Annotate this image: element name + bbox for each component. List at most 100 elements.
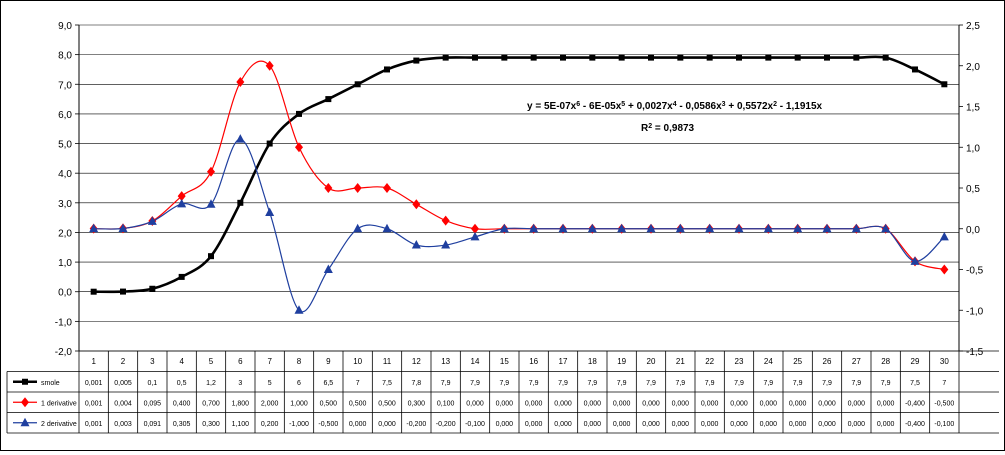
table-cell: 6 bbox=[297, 380, 301, 387]
table-cell: 0,000 bbox=[496, 400, 514, 407]
data-point-2-derivative bbox=[177, 198, 187, 208]
data-point-smole bbox=[325, 96, 332, 103]
table-cell: -0,200 bbox=[436, 421, 456, 428]
table-cell: 1,100 bbox=[232, 421, 250, 428]
table-cell: -0,500 bbox=[934, 400, 954, 407]
category-label: 13 bbox=[441, 357, 450, 366]
table-cell: 0,300 bbox=[408, 400, 426, 407]
data-point-1-derivative bbox=[295, 142, 303, 153]
right-axis-ticks: -1,5 -1,0 -0,5 0,0 0,5 1,0 1,5 2,0 2,5 bbox=[959, 21, 984, 358]
category-label: 29 bbox=[911, 357, 920, 366]
table-cell: 0,000 bbox=[525, 421, 543, 428]
table-cell: 0,000 bbox=[613, 421, 631, 428]
left-tick-label: 0,0 bbox=[58, 288, 72, 299]
table-cell: 0,000 bbox=[584, 421, 602, 428]
r-squared: R2 = 0,9873 bbox=[641, 123, 695, 135]
legend-marker-1-derivative bbox=[21, 397, 29, 408]
category-label: 20 bbox=[647, 357, 656, 366]
table-cell: 0,500 bbox=[349, 400, 367, 407]
table-cell: 0,000 bbox=[877, 421, 895, 428]
data-point-smole bbox=[90, 288, 97, 295]
right-tick-label: -1,0 bbox=[966, 306, 984, 317]
data-point-2-derivative bbox=[851, 223, 861, 233]
table-cell: 0,700 bbox=[202, 400, 220, 407]
table-cell: 0,300 bbox=[202, 421, 220, 428]
category-label: 14 bbox=[471, 357, 480, 366]
category-label: 10 bbox=[353, 357, 362, 366]
data-point-smole bbox=[120, 288, 126, 295]
table-cell: 0,000 bbox=[730, 400, 748, 407]
data-point-smole bbox=[266, 140, 273, 147]
data-point-smole bbox=[706, 54, 713, 61]
category-label: 6 bbox=[238, 357, 243, 366]
category-label: 26 bbox=[823, 357, 832, 366]
data-point-smole bbox=[472, 54, 478, 61]
legend-label-smole: smole bbox=[41, 380, 60, 387]
left-tick-label: 8,0 bbox=[58, 51, 72, 62]
table-cell: 7,9 bbox=[851, 380, 861, 387]
table-cell: 0,005 bbox=[114, 380, 132, 387]
table-cell: -1,000 bbox=[289, 421, 309, 428]
data-point-smole bbox=[736, 54, 742, 61]
table-cell: 7,9 bbox=[705, 380, 715, 387]
right-tick-label: -1,5 bbox=[966, 347, 984, 358]
table-cell: 7 bbox=[356, 380, 360, 387]
table-cell: 0,000 bbox=[466, 400, 484, 407]
data-point-2-derivative bbox=[499, 223, 509, 233]
table-cell: 0,000 bbox=[378, 421, 396, 428]
right-tick-label: -0,5 bbox=[966, 266, 984, 277]
table-cell: 0,003 bbox=[114, 421, 132, 428]
data-point-smole bbox=[178, 273, 185, 280]
data-point-2-derivative bbox=[881, 223, 891, 233]
data-point-2-derivative bbox=[353, 223, 363, 233]
table-cell: 0,000 bbox=[848, 421, 866, 428]
table-cell: 7 bbox=[942, 380, 946, 387]
table-cell: 7,9 bbox=[881, 380, 891, 387]
category-label: 27 bbox=[852, 357, 861, 366]
table-cell: 0,001 bbox=[85, 421, 103, 428]
table-cell: 0,000 bbox=[789, 421, 807, 428]
data-point-smole bbox=[941, 81, 948, 88]
series-line-trendline bbox=[93, 56, 945, 293]
table-cell: 0,500 bbox=[320, 400, 338, 407]
table-cell: 7,5 bbox=[910, 380, 920, 387]
data-point-2-derivative bbox=[382, 223, 392, 233]
category-label: 5 bbox=[209, 357, 214, 366]
data-point-1-derivative bbox=[324, 183, 333, 193]
table-cell: 0,001 bbox=[85, 380, 103, 387]
legend-label-1-derivative: 1 derivative bbox=[41, 400, 77, 407]
table-cell: 7,9 bbox=[822, 380, 832, 387]
series-trendline bbox=[93, 56, 945, 293]
table-cell: 0,001 bbox=[85, 400, 103, 407]
table-cell: 0,000 bbox=[848, 400, 866, 407]
table-cell: 7,9 bbox=[646, 380, 656, 387]
data-point-2-derivative bbox=[89, 223, 99, 233]
table-cell: 0,000 bbox=[554, 400, 572, 407]
data-point-smole bbox=[648, 54, 654, 61]
category-label: 24 bbox=[764, 357, 773, 366]
data-table: 1 2 3 4 5 6 7 8 9 10 11 12 13 14 15 16 17 18 19 20 21 22 23 24 2… bbox=[6, 350, 999, 434]
category-label: 15 bbox=[500, 357, 509, 366]
data-point-smole bbox=[765, 54, 772, 61]
trendline-annotation: y = 5E-07x6 - 6E-05x5 + 0,0027x4 - 0,058… bbox=[527, 101, 823, 135]
data-point-smole bbox=[530, 54, 537, 61]
category-label: 3 bbox=[150, 357, 155, 366]
left-tick-label: 2,0 bbox=[58, 228, 72, 239]
data-point-1-derivative bbox=[441, 215, 450, 226]
right-tick-label: 2,5 bbox=[966, 21, 980, 32]
left-axis-ticks: -2,0 -1,0 0,0 1,0 2,0 3,0 4,0 5,0 6,0 7,0 8,0 9,0 bbox=[55, 21, 79, 358]
table-cell: 0,000 bbox=[818, 421, 836, 428]
data-point-1-derivative bbox=[353, 183, 362, 193]
left-tick-label: 9,0 bbox=[58, 21, 72, 32]
category-label: 28 bbox=[881, 357, 890, 366]
data-point-2-derivative bbox=[587, 223, 597, 233]
left-tick-label: 1,0 bbox=[58, 258, 72, 269]
data-point-smole bbox=[208, 253, 214, 260]
series-2-derivative bbox=[89, 134, 949, 314]
table-cell: 2,000 bbox=[261, 400, 279, 407]
table-cell: 7,5 bbox=[382, 380, 392, 387]
data-point-smole bbox=[354, 81, 361, 88]
data-point-2-derivative bbox=[323, 264, 333, 273]
category-label: 12 bbox=[412, 357, 421, 366]
